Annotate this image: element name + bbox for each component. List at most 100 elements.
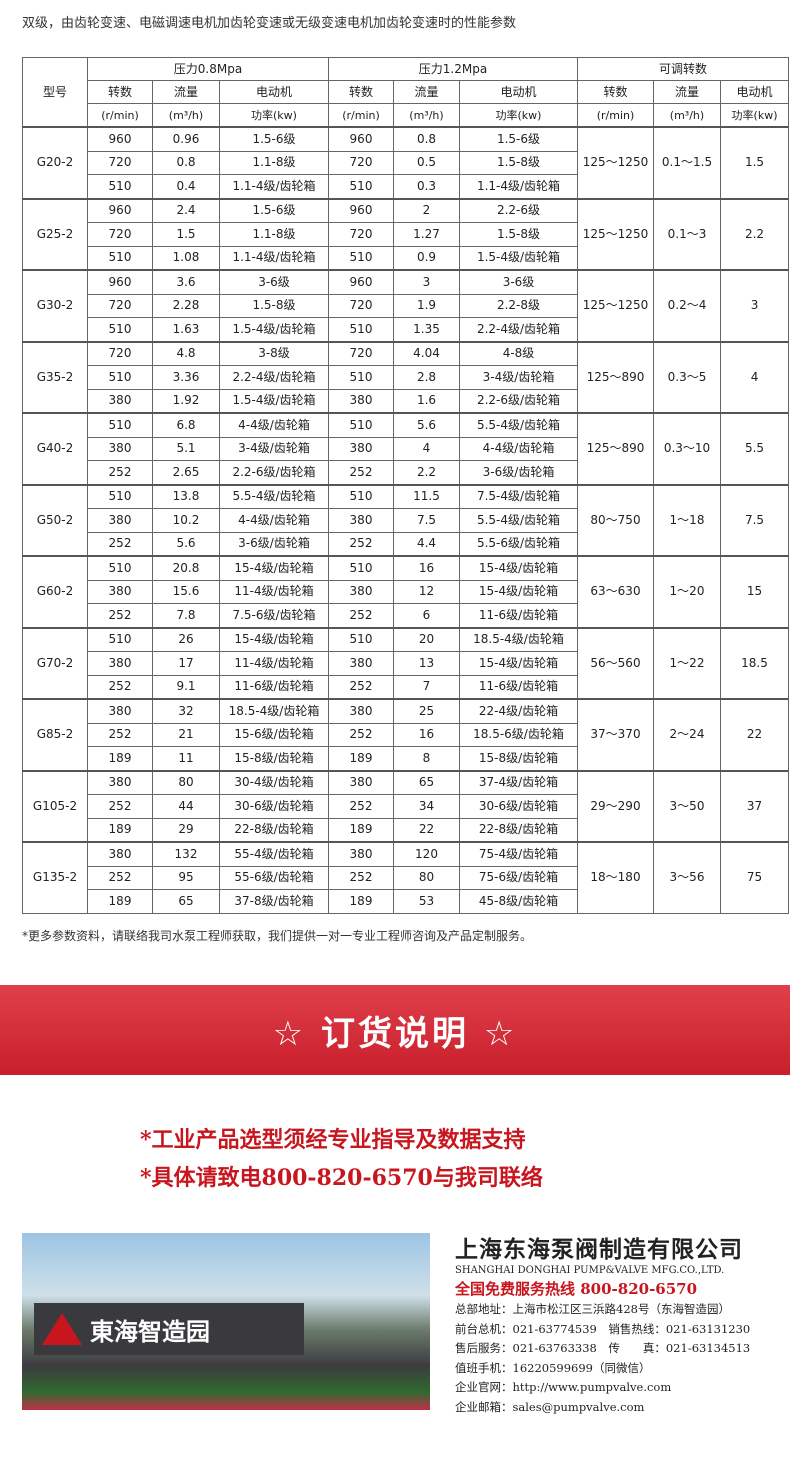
adj-flow-cell: 0.3～5 [653,340,721,414]
value-cell: 4.8 [152,340,220,366]
value-cell: 30-6级/齿轮箱 [219,794,329,819]
value-cell: 0.3 [393,174,460,199]
value-cell: 510 [328,555,394,581]
value-cell: 4-4级/齿轮箱 [219,412,329,438]
value-cell: 25 [393,698,460,724]
adj-flow-cell: 3～56 [653,841,721,914]
value-cell: 720 [87,293,153,318]
value-cell: 0.8 [152,150,220,175]
table-row: G85-2 380 32 18.5-4级/齿轮箱 380 25 22-4级/齿轮箱 37～37… [22,698,790,771]
value-cell: 1.5 [152,222,220,247]
adj-power-cell: 7.5 [719,483,790,557]
value-cell: 252 [328,603,394,628]
value-cell: 7 [393,674,460,700]
value-cell: 510 [328,412,394,438]
adj-flow-cell: 0.1～3 [653,197,721,271]
value-cell: 16 [393,722,460,747]
value-cell: 55-6级/齿轮箱 [219,865,329,890]
header-adjustable: 可调转数 [576,57,790,81]
value-cell: 252 [87,722,153,747]
header-unit: (m³/h) [653,103,721,128]
value-cell: 2.8 [393,365,460,390]
table-row: 380 15.6 11-4级/齿轮箱 380 12 15-4级/齿轮箱 [23,579,789,604]
value-cell: 1.92 [152,388,220,414]
value-cell: 2.2 [393,460,460,485]
value-cell: 1.08 [152,245,220,271]
value-cell: 11-6级/齿轮箱 [459,674,578,700]
value-cell: 252 [328,865,394,890]
value-cell: 4 [393,436,460,461]
value-cell: 0.8 [393,126,460,152]
value-cell: 9.1 [152,674,220,700]
value-cell: 7.5 [393,508,460,533]
table-row: 252 7.8 7.5-6级/齿轮箱 252 6 11-6级/齿轮箱 [23,603,789,628]
value-cell: 5.5-4级/齿轮箱 [219,483,329,509]
value-cell: 1.1-4级/齿轮箱 [219,245,329,271]
model-cell: G85-2 [22,698,88,771]
value-cell: 11-4级/齿轮箱 [219,651,329,676]
contact-line: 售后服务：021-63763338 传 真：021-63134513 [455,1341,751,1355]
table-row: 380 17 11-4级/齿轮箱 380 13 15-4级/齿轮箱 [23,651,789,676]
value-cell: 1.5-4级/齿轮箱 [459,245,578,271]
value-cell: 15-4级/齿轮箱 [459,555,578,581]
value-cell: 1.1-8级 [219,222,329,247]
value-cell: 380 [87,651,153,676]
value-cell: 252 [87,865,153,890]
value-cell: 960 [87,126,153,152]
value-cell: 189 [328,817,394,843]
value-cell: 380 [87,508,153,533]
value-cell: 22-4级/齿轮箱 [459,698,578,724]
value-cell: 189 [87,889,153,914]
value-cell: 22 [393,817,460,843]
header-pressure-12: 压力1.2Mpa [328,57,578,81]
order-line-1: *工业产品选型须经专业指导及数据支持 [140,1127,526,1153]
value-cell: 2.2-6级 [459,197,578,223]
contact-line: 值班手机：16220599699（同微信） [455,1360,651,1375]
value-cell: 380 [87,436,153,461]
website-link[interactable]: 企业官网：http://www.pumpvalve.com [455,1380,672,1394]
value-cell: 3-8级 [219,340,329,366]
value-cell: 2.2-8级 [459,293,578,318]
value-cell: 2.65 [152,460,220,485]
value-cell: 11-6级/齿轮箱 [219,674,329,700]
value-cell: 2.2-4级/齿轮箱 [459,317,578,342]
value-cell: 32 [152,698,220,724]
header-unit: 功率(kw) [719,103,790,128]
value-cell: 2 [393,197,460,223]
table-row: G70-2 510 26 15-4级/齿轮箱 510 20 18.5-4级/齿轮箱 56～56… [22,626,790,700]
table-row: G60-2 510 20.8 15-4级/齿轮箱 510 16 15-4级/齿轮箱 63～63… [22,555,790,628]
table-row: 380 1.92 1.5-4级/齿轮箱 380 1.6 2.2-6级/齿轮箱 [23,388,789,414]
adj-power-cell: 4 [719,340,790,414]
header-unit: (r/min) [87,103,153,128]
value-cell: 252 [87,531,153,557]
model-cell: G50-2 [22,483,88,557]
table-row: G50-2 510 13.8 5.5-4级/齿轮箱 510 11.5 7.5-4级/齿轮箱 8… [22,483,790,557]
adj-flow-cell: 0.2～4 [653,269,721,342]
header-model: 型号 [22,57,88,128]
value-cell: 16 [393,555,460,581]
value-cell: 15-8级/齿轮箱 [459,746,578,771]
email-link[interactable]: 企业邮箱：sales@pumpvalve.com [455,1399,645,1414]
value-cell: 15-6级/齿轮箱 [219,722,329,747]
value-cell: 3-6级/齿轮箱 [459,460,578,485]
table-row: 720 1.5 1.1-8级 720 1.27 1.5-8级 [23,222,789,247]
value-cell: 510 [87,483,153,509]
adj-flow-cell: 3～50 [653,769,721,843]
adj-flow-cell: 1～18 [653,483,721,557]
value-cell: 4-8级 [459,340,578,366]
value-cell: 960 [328,197,394,223]
value-cell: 252 [328,531,394,557]
value-cell: 1.1-8级 [219,150,329,175]
value-cell: 18.5-4级/齿轮箱 [219,698,329,724]
value-cell: 380 [328,841,394,867]
value-cell: 75-6级/齿轮箱 [459,865,578,890]
value-cell: 15-4级/齿轮箱 [459,651,578,676]
value-cell: 3-6级/齿轮箱 [219,531,329,557]
value-cell: 4-4级/齿轮箱 [219,508,329,533]
value-cell: 1.5-4级/齿轮箱 [219,388,329,414]
value-cell: 960 [328,269,394,295]
table-row: G35-2 720 4.8 3-8级 720 4.04 4-8级 125～890 0.3～5 4 [22,340,790,414]
value-cell: 0.4 [152,174,220,199]
header-unit: (r/min) [328,103,394,128]
value-cell: 960 [328,126,394,152]
